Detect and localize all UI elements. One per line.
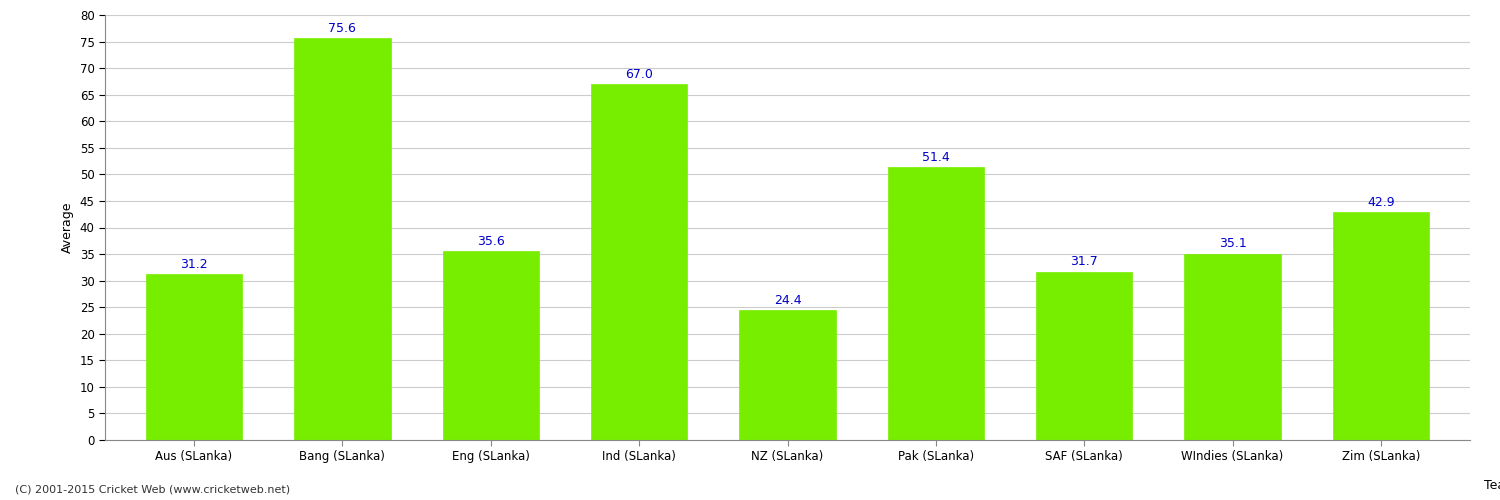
Bar xyxy=(591,84,687,440)
Bar xyxy=(146,274,242,440)
Text: 35.1: 35.1 xyxy=(1218,238,1246,250)
Text: 31.2: 31.2 xyxy=(180,258,209,271)
Bar xyxy=(442,251,538,440)
Text: 35.6: 35.6 xyxy=(477,234,504,248)
Bar xyxy=(888,167,984,440)
Text: 42.9: 42.9 xyxy=(1366,196,1395,209)
Text: 51.4: 51.4 xyxy=(922,151,950,164)
Bar xyxy=(294,38,390,440)
Bar xyxy=(1334,212,1430,440)
Y-axis label: Average: Average xyxy=(62,202,74,253)
Bar xyxy=(1036,272,1132,440)
Text: 24.4: 24.4 xyxy=(774,294,801,307)
Text: (C) 2001-2015 Cricket Web (www.cricketweb.net): (C) 2001-2015 Cricket Web (www.cricketwe… xyxy=(15,485,290,495)
Bar xyxy=(1185,254,1281,440)
Text: 67.0: 67.0 xyxy=(626,68,652,81)
Bar xyxy=(740,310,836,440)
Text: 75.6: 75.6 xyxy=(328,22,357,35)
Text: Team: Team xyxy=(1484,479,1500,492)
Text: 31.7: 31.7 xyxy=(1071,256,1098,268)
